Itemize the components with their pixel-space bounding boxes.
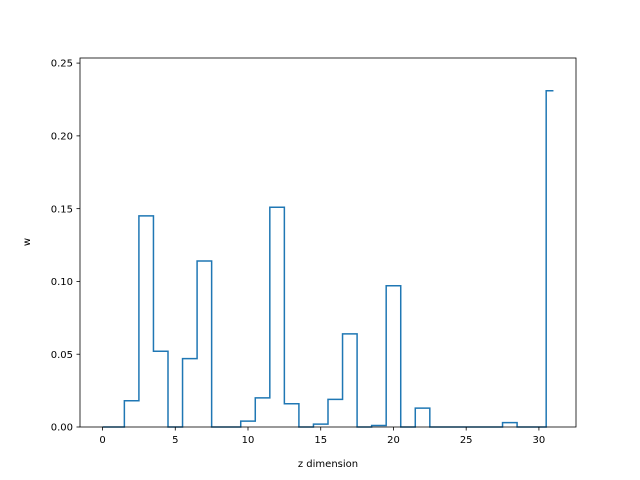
plot-area (79, 57, 577, 428)
x-tick-label: 0 (99, 435, 105, 446)
x-tick-label: 25 (460, 435, 473, 446)
x-axis-ticks: 0 5 10 15 20 25 30 (99, 427, 545, 446)
y-tick-label: 0.15 (51, 204, 73, 215)
x-tick-label: 5 (172, 435, 178, 446)
x-tick-label: 15 (314, 435, 327, 446)
y-tick-label: 0.00 (51, 423, 73, 434)
x-tick-label: 10 (242, 435, 255, 446)
series-line-0 (102, 90, 554, 428)
y-tick-label: 0.25 (51, 59, 73, 70)
y-tick-label: 0.10 (51, 277, 73, 288)
plot-frame (79, 57, 577, 428)
y-tick-label: 0.20 (51, 131, 73, 142)
x-tick-label: 30 (533, 435, 546, 446)
y-axis-ticks: 0.00 0.05 0.10 0.15 0.20 0.25 (51, 59, 80, 434)
y-axis-label: w (22, 238, 33, 246)
x-tick-label: 20 (387, 435, 400, 446)
y-tick-label: 0.05 (51, 350, 73, 361)
x-axis-label: z dimension (298, 459, 358, 470)
